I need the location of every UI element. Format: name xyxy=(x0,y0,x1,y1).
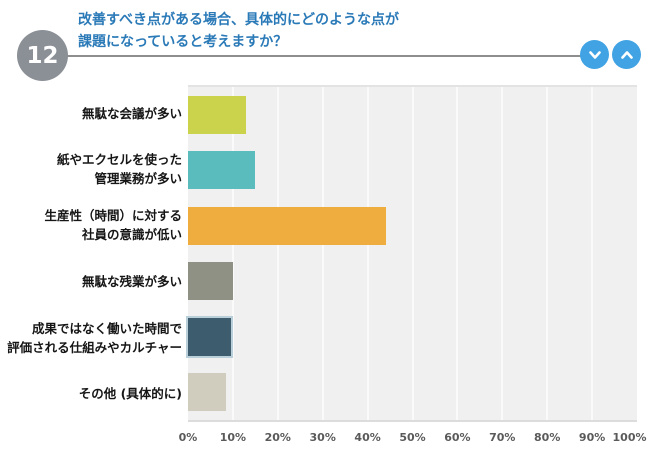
label-row: 紙やエクセルを使った 管理業務が多い xyxy=(0,141,182,197)
bar-chart-plot-area xyxy=(188,85,637,422)
bar-row xyxy=(188,309,637,365)
label-row: 生産性（時間）に対する 社員の意識が低い xyxy=(0,197,182,253)
gridline xyxy=(546,87,549,420)
question-number-badge: 12 xyxy=(17,30,68,81)
label-row: 成果ではなく働いた時間で 評価される仕組みやカルチャー xyxy=(0,310,182,366)
category-label: 無駄な残業が多い xyxy=(81,274,182,290)
gridline xyxy=(276,87,279,420)
x-axis-tick-label: 0% xyxy=(178,431,198,444)
category-label: 成果ではなく働いた時間で 評価される仕組みやカルチャー xyxy=(7,320,182,355)
gridline xyxy=(366,87,369,420)
x-axis-tick-label: 30% xyxy=(309,431,336,444)
category-label: 生産性（時間）に対する 社員の意識が低い xyxy=(44,208,182,243)
label-row: 無駄な残業が多い xyxy=(0,254,182,310)
gridline xyxy=(231,87,234,420)
bar xyxy=(188,151,256,190)
bar-row xyxy=(188,87,637,143)
bar-row xyxy=(188,198,637,254)
bar xyxy=(188,206,386,245)
question-title: 改善すべき点がある場合、具体的にどのような点が 課題になっていると考えますか？ xyxy=(78,12,400,50)
category-labels-column: 無駄な会議が多い紙やエクセルを使った 管理業務が多い生産性（時間）に対する 社員… xyxy=(0,85,182,422)
bar-row xyxy=(188,365,637,421)
gridline xyxy=(456,87,459,420)
x-axis-tick-label: 20% xyxy=(264,431,291,444)
category-label: 無駄な会議が多い xyxy=(81,105,182,121)
category-label: 紙やエクセルを使った 管理業務が多い xyxy=(56,152,182,187)
bar-row xyxy=(188,143,637,199)
x-axis-tick-label: 40% xyxy=(354,431,381,444)
question-number: 12 xyxy=(26,42,59,69)
x-axis-tick-label: 50% xyxy=(399,431,426,444)
bar xyxy=(188,317,231,356)
next-question-button[interactable] xyxy=(580,40,609,69)
x-axis-tick-label: 80% xyxy=(534,431,561,444)
x-axis-tick-label: 100% xyxy=(612,431,647,444)
label-row: 無駄な会議が多い xyxy=(0,85,182,141)
x-axis: 0% 10% 20% 30% 40% 50% 60% 70% 80% 90% 100% xyxy=(179,424,647,450)
bars-container xyxy=(188,87,637,420)
bar xyxy=(188,95,247,134)
bar-row xyxy=(188,254,637,310)
x-axis-tick-label: 10% xyxy=(219,431,247,444)
bar xyxy=(188,373,227,412)
x-axis-tick-label: 70% xyxy=(489,431,516,444)
divider-line xyxy=(60,55,586,57)
chevron-up-icon xyxy=(620,50,633,59)
x-axis-tick-label: 60% xyxy=(444,431,471,444)
gridline xyxy=(591,87,594,420)
gridline xyxy=(411,87,414,420)
x-axis-tick-label: 90% xyxy=(578,431,606,444)
chevron-down-icon xyxy=(588,50,601,59)
bar xyxy=(188,262,233,301)
gridline xyxy=(501,87,504,420)
previous-question-button[interactable] xyxy=(612,40,641,69)
label-row: その他 (具体的に) xyxy=(0,366,182,422)
category-label: その他 (具体的に) xyxy=(78,386,182,402)
gridline xyxy=(321,87,324,420)
